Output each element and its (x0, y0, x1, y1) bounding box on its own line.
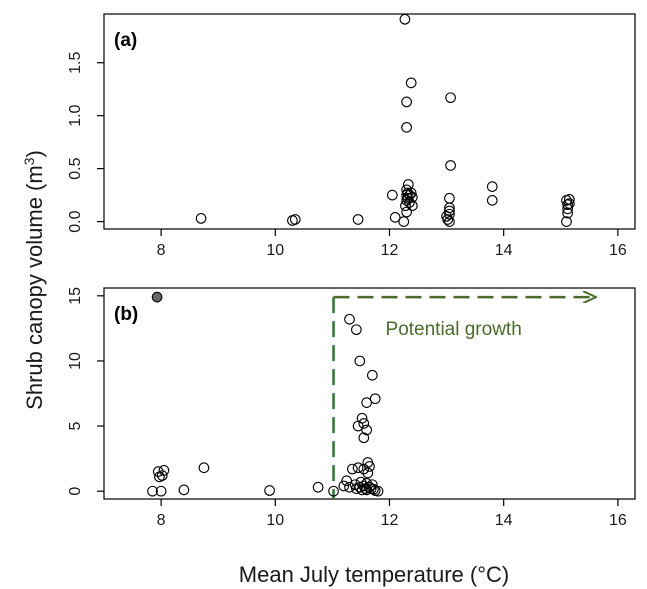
panel-b-point (264, 485, 275, 496)
panel-b-point (372, 485, 384, 497)
panel-b-points (147, 291, 384, 497)
panel-a-y-tick-label: 0.0 (67, 210, 84, 232)
panel-a-point (405, 77, 417, 89)
panel-b-point (328, 485, 339, 497)
panel-b-point (361, 424, 372, 436)
panel-a-x-tick-label: 10 (266, 242, 284, 259)
panel-b-y-tick-label: 0 (67, 487, 84, 496)
panel-a-point (561, 216, 572, 227)
panel-a-x-tick-label: 8 (157, 242, 166, 259)
panel-b-point (152, 466, 164, 477)
panel-b-y-tick-label: 5 (67, 422, 84, 431)
panel-b-frame (103, 287, 636, 500)
y-axis-label-text: Shrub canopy volume (m (22, 165, 47, 410)
panel-a-point (405, 187, 417, 199)
panel-a-point (444, 205, 455, 217)
panel-a-point (389, 211, 401, 223)
panel-a-point (406, 200, 418, 212)
panel-b-x-tick-label: 10 (266, 512, 284, 529)
panel-b-point (364, 461, 375, 472)
panel-a-y-ticks: 0.0 0.5 1.0 1.5 (67, 52, 104, 233)
panel-b-point (158, 464, 170, 476)
panel-b-point (347, 463, 358, 475)
panel-b-point (351, 324, 362, 336)
panel-a-point (386, 189, 398, 201)
panel-a-points (195, 13, 575, 227)
panel-b-point (198, 462, 210, 474)
panel-b-point (354, 355, 366, 367)
panel-b-point (358, 418, 370, 429)
panel-b-point (312, 481, 324, 493)
panel-a-point (406, 191, 418, 203)
panel-b-point (156, 470, 168, 481)
panel-a-y-tick-label: 1.0 (67, 104, 84, 126)
panel-a-point (562, 199, 573, 210)
y-axis-label-sup: 3 (21, 157, 37, 165)
panel-b-point (352, 462, 364, 474)
panel-a-point (486, 181, 498, 192)
panel-a-point (289, 214, 301, 225)
panel-a-x-tick-label: 14 (495, 242, 513, 259)
potential-growth-annotation: Potential growth (386, 319, 522, 340)
panel-a-point (399, 13, 411, 25)
panel-b-y-tick-label: 10 (67, 352, 84, 370)
panel-a-point (352, 214, 364, 225)
panel-a-point (444, 202, 455, 214)
panel-b-point (178, 484, 190, 496)
panel-b-x-tick-label: 16 (609, 512, 627, 529)
panel-b-label: (b) (114, 304, 138, 325)
panel-b-x-tick-label: 14 (495, 512, 513, 529)
panel-b-highlight-point (151, 291, 163, 303)
panel-b-point (352, 420, 364, 432)
panel-a-point (398, 216, 410, 227)
panel-b-point (155, 485, 167, 497)
panel-a-x-tick-label: 12 (381, 242, 399, 259)
panel-b: (b) 8 10 12 14 16 0 5 10 15 Potential growth (67, 287, 636, 529)
y-axis-label: Shrub canopy volume (m3) (21, 150, 47, 410)
panel-a-y-tick-label: 0.5 (67, 157, 84, 179)
panel-b-y-ticks: 0 5 10 15 (67, 287, 104, 496)
panel-a-x-ticks: 8 10 12 14 16 (157, 229, 627, 259)
panel-a: (a) 8 10 12 14 16 0.0 0.5 1.0 1.5 (67, 13, 636, 259)
panel-b-point (344, 481, 355, 493)
panel-b-point (344, 313, 355, 325)
panel-a-point (444, 216, 455, 227)
panel-a-point (444, 208, 455, 220)
panel-b-x-tick-label: 12 (381, 512, 399, 529)
panel-a-point (444, 192, 455, 204)
panel-b-point (368, 483, 379, 495)
panel-a-x-tick-label: 16 (609, 242, 627, 259)
panel-b-point (369, 393, 381, 405)
panel-a-point (401, 121, 412, 133)
panel-a-point (486, 195, 498, 206)
panel-a-point (195, 213, 207, 224)
panel-a-point (445, 92, 456, 104)
panel-a-frame (103, 13, 636, 230)
panel-b-x-tick-label: 8 (157, 512, 166, 529)
panel-b-x-ticks: 8 10 12 14 16 (157, 499, 627, 529)
panel-a-point (562, 203, 573, 215)
x-axis-label: Mean July temperature (°C) (239, 562, 509, 587)
panel-b-point (362, 467, 374, 479)
panel-a-point (401, 96, 412, 108)
panel-b-point (367, 479, 378, 491)
panel-b-y-tick-label: 15 (67, 287, 84, 305)
panel-a-point (404, 189, 415, 201)
panel-a-point (445, 160, 456, 171)
panel-a-point (401, 206, 412, 218)
panel-a-point (442, 214, 454, 225)
panel-a-label: (a) (114, 30, 137, 51)
panel-b-point (358, 432, 370, 444)
panel-a-y-tick-label: 1.5 (67, 52, 84, 74)
panel-b-point (341, 475, 353, 487)
panel-b-point (367, 369, 378, 381)
panel-b-point (361, 397, 372, 408)
panel-a-point (563, 198, 575, 209)
panel-b-point (147, 485, 158, 497)
panel-b-point (338, 480, 350, 492)
y-axis-label-close: ) (22, 150, 47, 157)
